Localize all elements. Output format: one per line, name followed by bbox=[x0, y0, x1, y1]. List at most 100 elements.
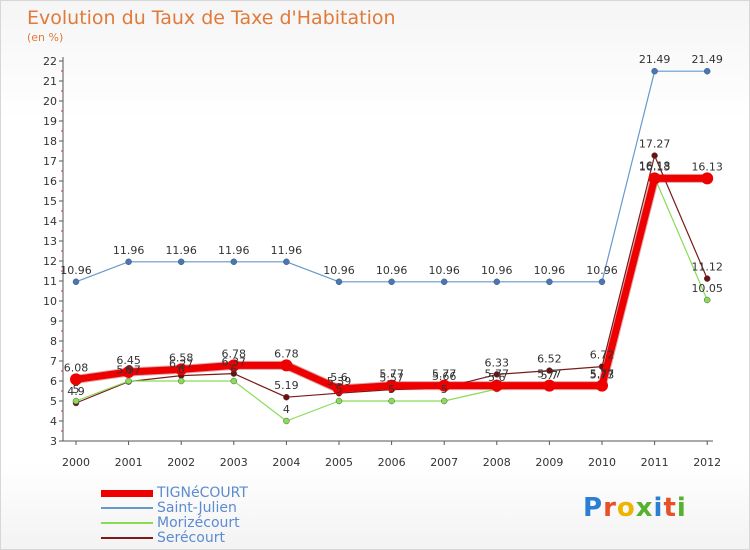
proxiti-logo: Proxiti bbox=[583, 493, 687, 523]
data-label: 4.9 bbox=[67, 385, 85, 398]
data-label: 5.73 bbox=[590, 368, 615, 381]
y-tick-label: 17 bbox=[43, 155, 57, 168]
legend-swatch bbox=[101, 522, 153, 524]
data-label: 16.18 bbox=[639, 159, 671, 172]
data-point bbox=[440, 397, 448, 405]
data-point bbox=[703, 67, 711, 75]
logo-letter: t bbox=[663, 493, 677, 523]
data-label: 21.49 bbox=[639, 53, 671, 66]
x-tick-label: 2000 bbox=[62, 456, 90, 469]
data-point bbox=[546, 278, 553, 286]
x-tick-label: 2001 bbox=[115, 456, 143, 469]
data-label: 6.45 bbox=[116, 354, 141, 367]
data-point bbox=[703, 275, 711, 282]
data-label: 6.08 bbox=[64, 361, 89, 374]
logo-letter: r bbox=[603, 493, 617, 523]
data-label: 4 bbox=[283, 403, 290, 416]
data-point bbox=[651, 67, 658, 75]
data-point bbox=[440, 278, 448, 286]
data-point bbox=[490, 379, 503, 392]
y-tick-label: 21 bbox=[43, 75, 57, 88]
data-point bbox=[546, 367, 553, 374]
axes: 3 4 5 6 7 8 9 10 11 12 13 14 15 16 17 18 19 20 21 22 2000 200… bbox=[43, 55, 721, 469]
data-point bbox=[227, 359, 240, 372]
y-tick-label: 15 bbox=[43, 195, 57, 208]
data-label: 5.6 bbox=[488, 371, 506, 384]
data-label: 6.72 bbox=[590, 349, 615, 362]
data-point bbox=[335, 278, 343, 286]
legend-label: TIGNéCOURT bbox=[157, 485, 248, 501]
data-label: 5.77 bbox=[537, 368, 562, 381]
data-label: 10.96 bbox=[481, 264, 513, 277]
x-tick-label: 2011 bbox=[641, 456, 669, 469]
data-label: 10.05 bbox=[691, 282, 723, 295]
data-point bbox=[385, 379, 398, 392]
data-point bbox=[335, 397, 343, 405]
data-point bbox=[596, 379, 608, 392]
y-axis-unit-label: (en %) bbox=[27, 31, 64, 44]
y-tick-label: 3 bbox=[50, 435, 57, 448]
data-label: 5.97 bbox=[116, 364, 141, 377]
x-tick-label: 2009 bbox=[535, 456, 563, 469]
data-label: 5 bbox=[336, 383, 343, 396]
data-point bbox=[230, 377, 238, 385]
data-point bbox=[177, 258, 185, 266]
data-label: 17.27 bbox=[639, 138, 671, 151]
data-point bbox=[493, 278, 501, 286]
data-label: 10.96 bbox=[323, 264, 355, 277]
data-label: 6.78 bbox=[222, 347, 247, 360]
logo-letter: o bbox=[616, 493, 636, 523]
data-label: 6 bbox=[178, 363, 185, 376]
data-label: 16.13 bbox=[691, 160, 723, 173]
data-point bbox=[283, 258, 290, 266]
data-labels: 4.95.97 6.27 6.375.19 5.39 5.57 5.666.33 6.52 6… bbox=[60, 53, 723, 416]
data-label: 5 bbox=[388, 383, 395, 396]
series-lines bbox=[70, 67, 714, 425]
y-tick-label: 9 bbox=[50, 315, 57, 328]
data-label: 5.6 bbox=[330, 371, 348, 384]
y-tick-label: 4 bbox=[50, 415, 57, 428]
x-tick-label: 2005 bbox=[325, 456, 353, 469]
data-label: 6.37 bbox=[222, 356, 247, 369]
legend-swatch bbox=[101, 537, 153, 539]
legend-label: Serécourt bbox=[157, 530, 225, 546]
legend-item: Serécourt bbox=[101, 531, 361, 546]
data-label: 11.96 bbox=[271, 244, 303, 257]
data-label: 11.96 bbox=[165, 244, 197, 257]
data-point bbox=[280, 359, 293, 372]
y-tick-label: 6 bbox=[50, 375, 57, 388]
y-tick-label: 19 bbox=[43, 115, 57, 128]
data-label: 5.77 bbox=[485, 368, 510, 381]
data-label: 10.96 bbox=[376, 264, 408, 277]
data-label: 11.96 bbox=[113, 244, 145, 257]
x-tick-label: 2010 bbox=[588, 456, 616, 469]
data-label: 5.66 bbox=[432, 370, 457, 383]
data-label: 6.52 bbox=[537, 353, 562, 366]
logo-letter: i bbox=[676, 493, 687, 523]
data-point bbox=[122, 366, 135, 378]
data-label: 5.77 bbox=[379, 368, 404, 381]
x-tick-label: 2004 bbox=[272, 456, 300, 469]
x-tick-label: 2008 bbox=[483, 456, 511, 469]
data-label: 10.96 bbox=[60, 264, 92, 277]
data-point bbox=[388, 278, 395, 286]
legend-swatch bbox=[101, 489, 153, 497]
data-point bbox=[438, 379, 451, 392]
legend-item: Morizécourt bbox=[101, 516, 361, 531]
y-tick-label: 20 bbox=[43, 95, 57, 108]
data-label: 5.77 bbox=[432, 368, 457, 381]
data-point bbox=[72, 397, 80, 405]
data-point bbox=[125, 377, 132, 385]
data-label: 5.57 bbox=[379, 372, 404, 385]
data-label: 5.7 bbox=[541, 369, 559, 382]
y-tick-label: 10 bbox=[43, 295, 57, 308]
data-label: 11.96 bbox=[218, 244, 250, 257]
data-point bbox=[283, 417, 290, 425]
y-tick-label: 16 bbox=[43, 175, 57, 188]
data-point bbox=[543, 379, 556, 392]
y-tick-label: 7 bbox=[50, 355, 57, 368]
data-point bbox=[177, 377, 185, 385]
data-label: 6 bbox=[230, 363, 237, 376]
